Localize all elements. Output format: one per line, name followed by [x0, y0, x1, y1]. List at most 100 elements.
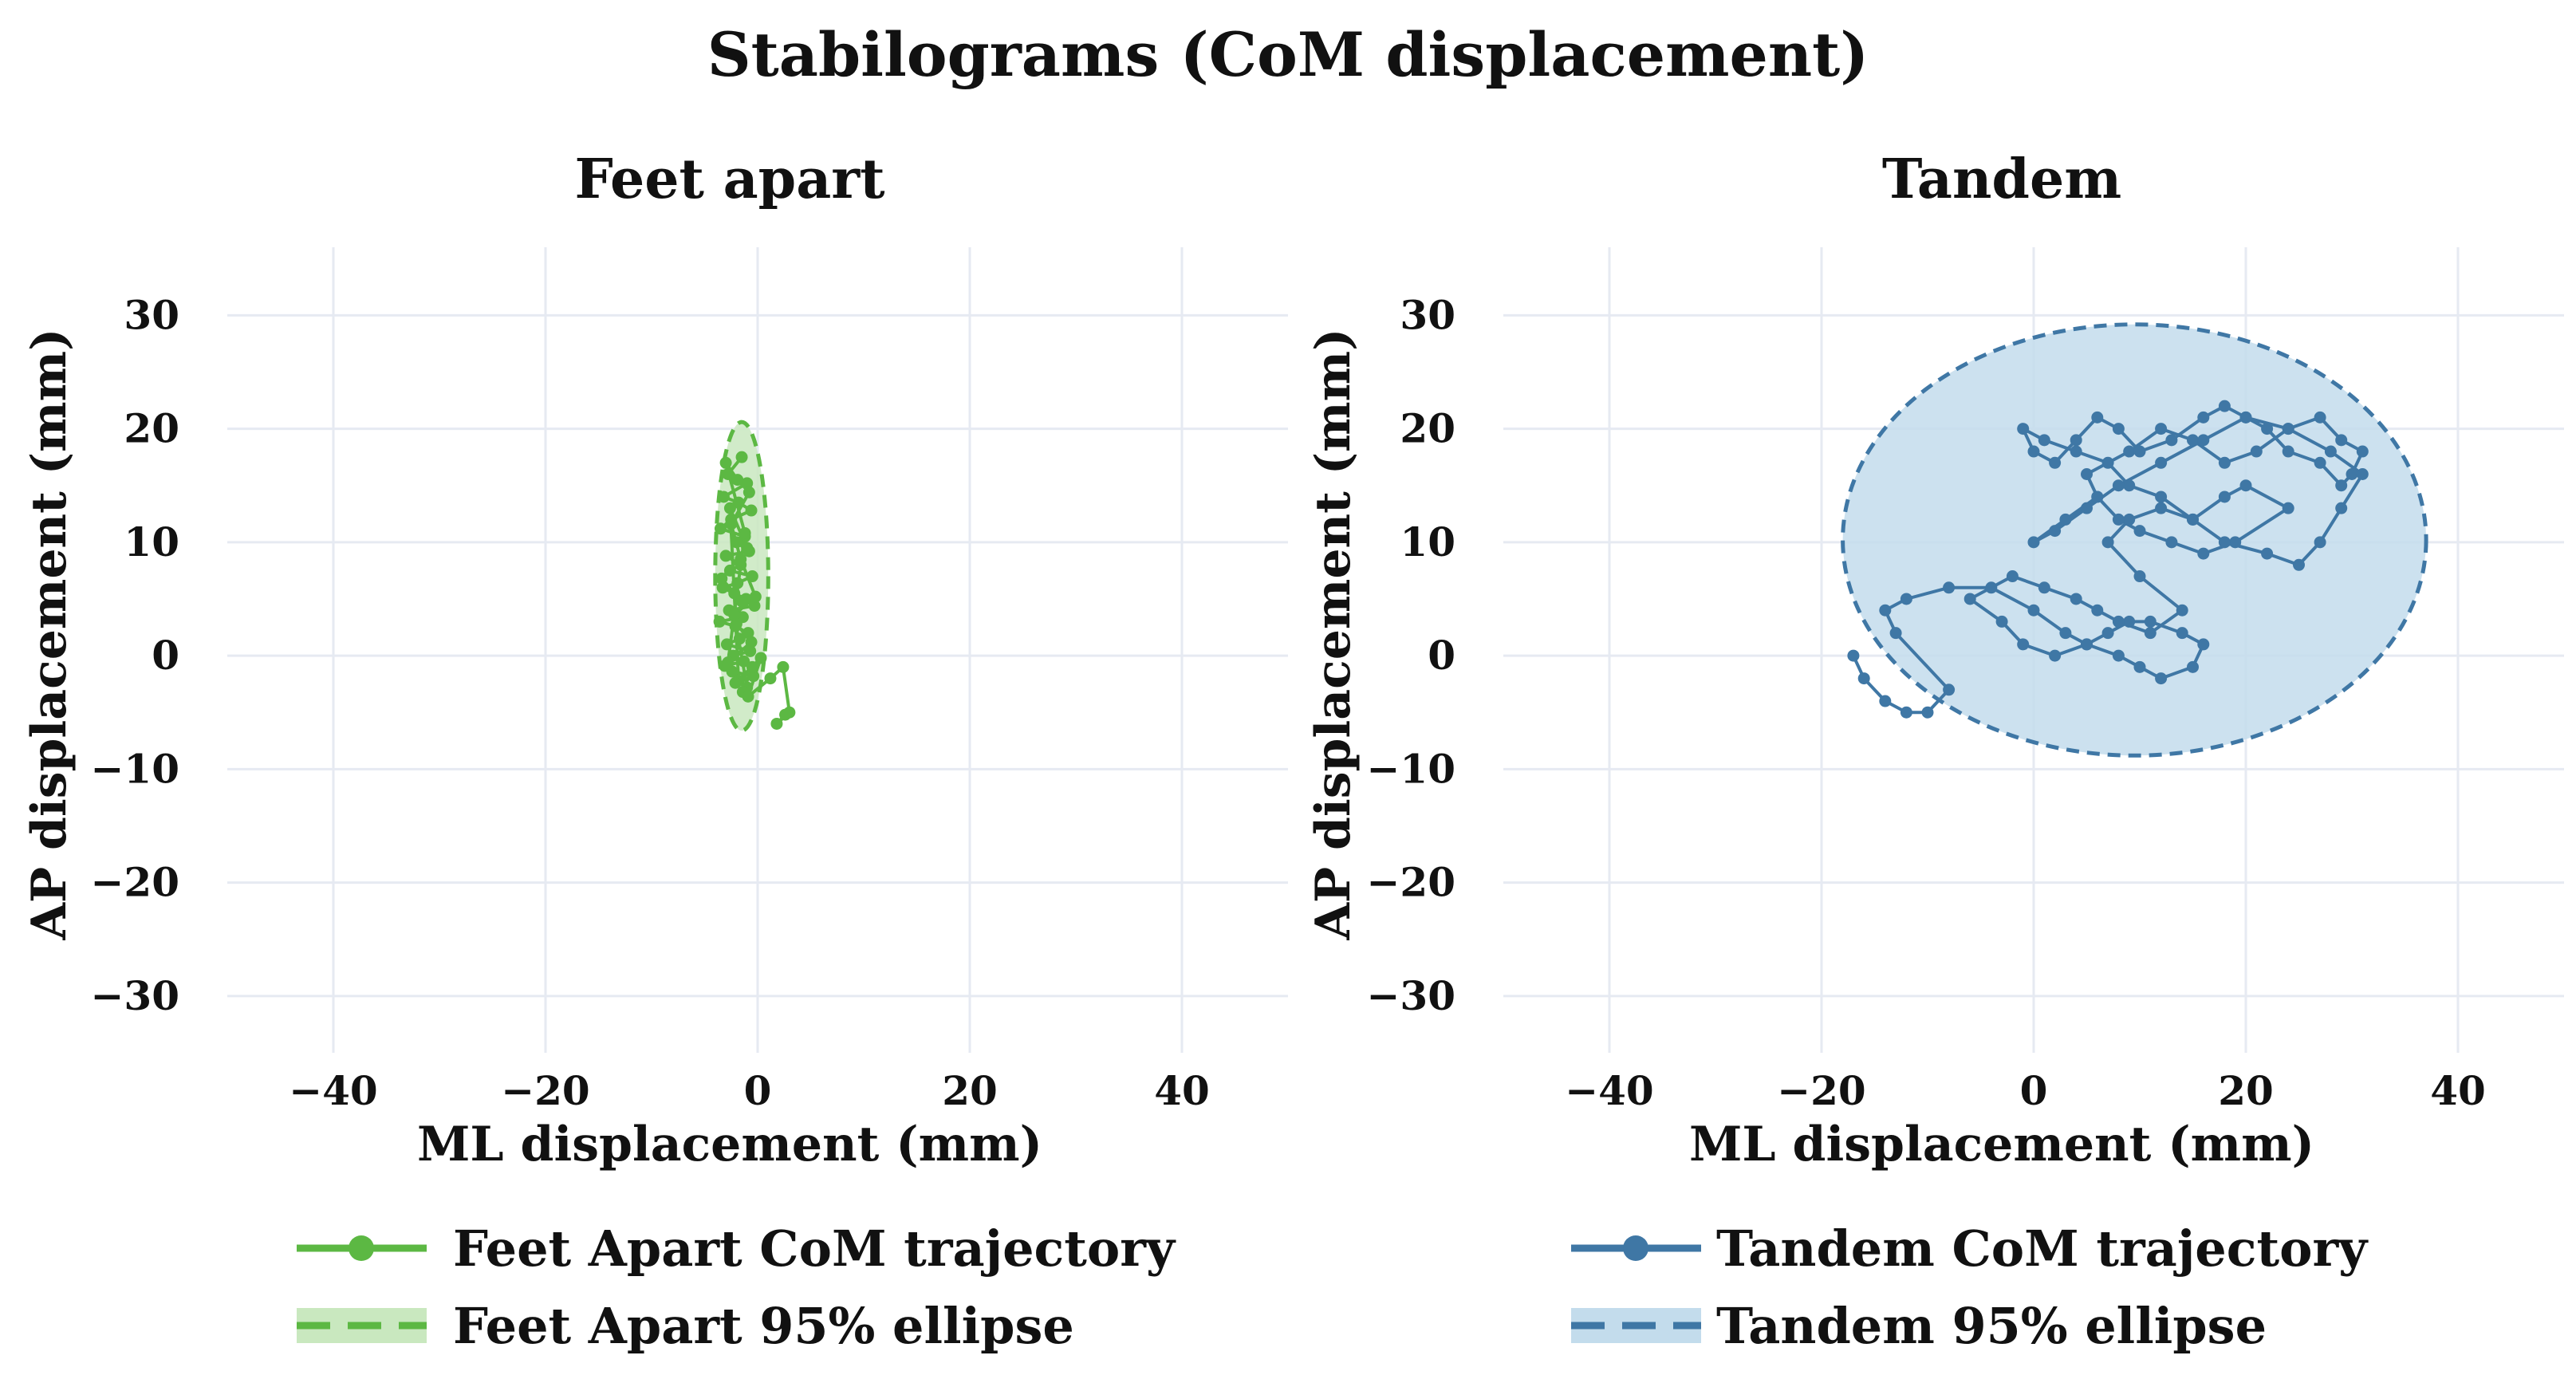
- panel-title: Tandem: [1882, 148, 2121, 211]
- trajectory-point: [2282, 445, 2294, 458]
- x-tick-label: −20: [1777, 1067, 1865, 1114]
- y-axis-label: AP displacement (mm): [1306, 328, 1361, 940]
- trajectory-point: [2133, 570, 2146, 583]
- trajectory-point: [2324, 445, 2337, 458]
- trajectory-point: [2293, 558, 2305, 571]
- feet-apart-panel: Feet apart −40 −20 0 20 40 −30 −20 −10 0 10 20 30 M…: [22, 148, 1288, 1355]
- trajectory-point: [2070, 445, 2082, 458]
- trajectory-point: [728, 609, 741, 621]
- trajectory-point: [735, 595, 748, 608]
- y-tick-label: 20: [1400, 405, 1455, 452]
- trajectory-point: [2038, 581, 2050, 594]
- trajectory-point: [735, 553, 747, 565]
- trajectory-point: [746, 660, 758, 673]
- trajectory-point: [731, 577, 744, 589]
- trajectory-point: [2356, 468, 2369, 481]
- trajectory-point: [714, 522, 727, 535]
- y-tick-label: −10: [1367, 745, 1455, 792]
- trajectory-point: [728, 587, 741, 600]
- trajectory-point: [2049, 456, 2062, 469]
- legend-item-ellipse: Feet Apart 95% ellipse: [297, 1297, 1074, 1355]
- trajectory-point: [2081, 468, 2093, 481]
- trajectory-point: [713, 615, 726, 628]
- trajectory-point: [2218, 536, 2231, 549]
- trajectory-point: [2091, 411, 2104, 424]
- trajectory-point: [722, 468, 735, 481]
- trajectory-point: [2218, 400, 2231, 412]
- trajectory-point: [1847, 649, 1860, 662]
- trajectory-point: [1985, 581, 1998, 594]
- trajectory-point: [2049, 649, 2062, 662]
- trajectory-point: [2070, 593, 2082, 605]
- y-tick-label: 20: [124, 405, 179, 452]
- y-tick-label: −20: [91, 859, 179, 906]
- y-tick-label: 0: [152, 632, 179, 679]
- trajectory-point: [2346, 468, 2358, 481]
- trajectory-point: [2155, 423, 2168, 435]
- y-tick-label: −10: [91, 745, 179, 792]
- trajectory-point: [2081, 502, 2093, 514]
- trajectory-point: [1857, 672, 1870, 685]
- trajectory-point: [779, 708, 792, 721]
- trajectory-point: [730, 536, 742, 549]
- figure-title: Stabilograms (CoM displacement): [707, 19, 1869, 90]
- y-axis-label: AP displacement (mm): [22, 328, 77, 940]
- legend-marker-swatch: [1623, 1235, 1648, 1261]
- trajectory-point: [742, 627, 754, 640]
- trajectory-point: [2017, 638, 2030, 651]
- y-tick-label: −30: [1367, 972, 1455, 1019]
- trajectory-point: [2133, 525, 2146, 538]
- trajectory-point: [732, 496, 745, 509]
- trajectory-point: [2155, 502, 2168, 514]
- trajectory-point: [2356, 445, 2369, 458]
- y-tick-label: −20: [1367, 859, 1455, 906]
- trajectory-point: [2282, 502, 2294, 514]
- trajectory-point: [745, 636, 758, 648]
- trajectory-point: [2133, 445, 2146, 458]
- ellipse-layer: [1841, 322, 2428, 758]
- legend-label-trajectory: Tandem CoM trajectory: [1716, 1219, 2369, 1278]
- trajectory-point: [2006, 570, 2019, 583]
- trajectory-point: [2070, 434, 2082, 447]
- trajectory-point: [2314, 411, 2326, 424]
- legend-item-trajectory: Feet Apart CoM trajectory: [297, 1219, 1176, 1278]
- trajectory-point: [2027, 445, 2040, 458]
- x-tick-label: −40: [1565, 1067, 1653, 1114]
- trajectory-point: [777, 660, 790, 673]
- trajectory-point: [2155, 456, 2168, 469]
- x-tick-label: −20: [501, 1067, 589, 1114]
- trajectory-point: [2123, 445, 2136, 458]
- trajectory-point: [716, 581, 729, 594]
- trajectory-point: [742, 486, 755, 498]
- trajectory-point: [2112, 513, 2125, 526]
- legend: Tandem CoM trajectory Tandem 95% ellipse: [1571, 1219, 2369, 1355]
- trajectory-point: [1879, 604, 1892, 617]
- trajectory-point: [749, 590, 762, 603]
- trajectory-point: [764, 672, 777, 685]
- y-tick-label: 10: [1400, 518, 1455, 565]
- x-tick-label: 40: [1154, 1067, 1210, 1114]
- legend-label-ellipse: Tandem 95% ellipse: [1716, 1297, 2267, 1355]
- y-tick-label: 30: [1400, 291, 1455, 338]
- trajectory-point: [2187, 434, 2199, 447]
- trajectory-point: [2165, 536, 2178, 549]
- trajectory-point: [2335, 479, 2348, 492]
- trajectory-point: [719, 456, 732, 469]
- trajectory-point: [770, 717, 783, 730]
- trajectory-point: [723, 564, 736, 577]
- trajectory-point: [729, 676, 742, 689]
- legend-label-trajectory: Feet Apart CoM trajectory: [453, 1219, 1176, 1278]
- trajectory-point: [1943, 684, 1956, 696]
- trajectory-point: [739, 526, 751, 539]
- trajectory-point: [2112, 615, 2125, 628]
- trajectory-point: [748, 600, 761, 613]
- x-tick-label: 0: [2020, 1067, 2048, 1114]
- legend-label-ellipse: Feet Apart 95% ellipse: [453, 1297, 1074, 1355]
- trajectory-point: [733, 632, 746, 645]
- trajectory-point: [2165, 434, 2178, 447]
- trajectory-point: [2123, 513, 2136, 526]
- x-axis-label: ML displacement (mm): [1689, 1117, 2314, 1172]
- trajectory-point: [2101, 627, 2114, 640]
- trajectory-point: [746, 570, 758, 583]
- trajectory-point: [2261, 423, 2274, 435]
